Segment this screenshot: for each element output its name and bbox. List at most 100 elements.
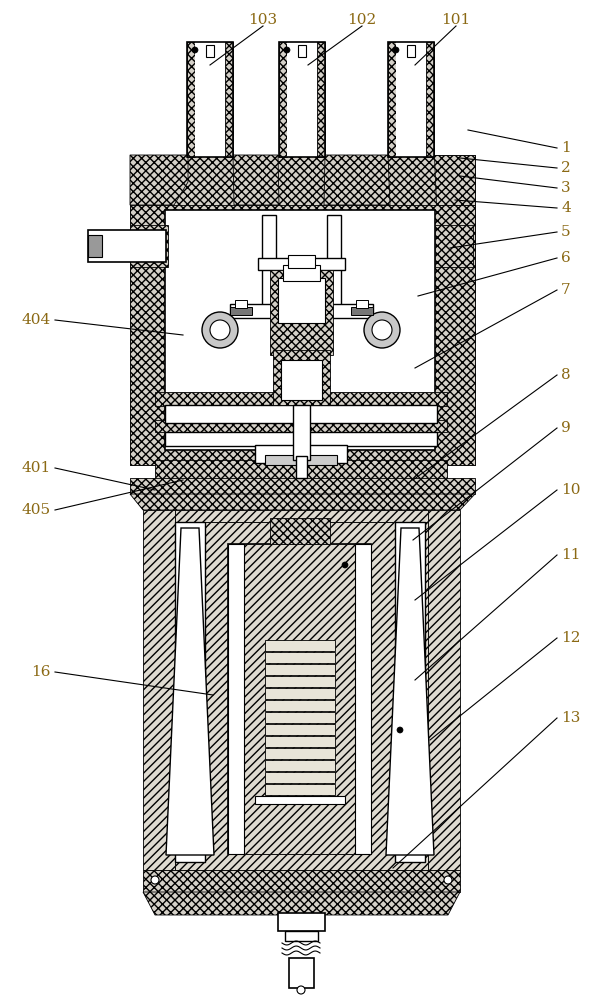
Bar: [187, 42, 233, 157]
Bar: [88, 230, 166, 262]
Bar: [351, 307, 373, 315]
Text: 101: 101: [442, 13, 471, 27]
Text: 4: 4: [561, 201, 571, 215]
Bar: [228, 544, 371, 854]
Circle shape: [342, 562, 348, 568]
Bar: [265, 760, 335, 771]
Bar: [165, 405, 437, 423]
Bar: [327, 215, 341, 305]
Text: 102: 102: [347, 13, 377, 27]
Bar: [279, 42, 287, 157]
Bar: [238, 544, 361, 854]
Text: 2: 2: [561, 161, 571, 175]
Text: 16: 16: [31, 665, 51, 679]
Bar: [230, 304, 373, 318]
Bar: [230, 307, 252, 315]
Bar: [278, 913, 325, 931]
Bar: [143, 510, 175, 870]
Bar: [155, 420, 447, 432]
Bar: [265, 640, 335, 651]
Bar: [175, 522, 428, 870]
Bar: [273, 350, 330, 405]
Circle shape: [397, 727, 403, 733]
Text: 9: 9: [561, 421, 571, 435]
Bar: [265, 748, 335, 759]
Text: 1: 1: [561, 141, 571, 155]
Text: 404: 404: [22, 313, 51, 327]
Polygon shape: [324, 155, 390, 205]
Bar: [265, 688, 335, 699]
Bar: [130, 225, 168, 267]
Bar: [265, 724, 335, 735]
Text: 5: 5: [561, 225, 571, 239]
Text: 6: 6: [561, 251, 571, 265]
Circle shape: [284, 47, 290, 53]
Text: 405: 405: [22, 503, 51, 517]
Bar: [407, 45, 415, 57]
Circle shape: [210, 320, 230, 340]
Bar: [225, 42, 233, 157]
Circle shape: [297, 986, 305, 994]
Text: 13: 13: [561, 711, 580, 725]
Bar: [265, 700, 335, 711]
Bar: [293, 405, 310, 460]
Bar: [175, 510, 428, 522]
Bar: [235, 300, 247, 308]
Polygon shape: [166, 528, 214, 855]
Text: 103: 103: [248, 13, 278, 27]
Bar: [270, 518, 330, 544]
Bar: [396, 42, 426, 157]
Circle shape: [393, 47, 399, 53]
Bar: [289, 958, 314, 988]
Bar: [175, 522, 428, 870]
Text: 3: 3: [561, 181, 571, 195]
Bar: [155, 460, 447, 480]
Circle shape: [444, 876, 452, 884]
Bar: [278, 278, 325, 323]
Text: 10: 10: [561, 483, 580, 497]
Bar: [265, 676, 335, 687]
Polygon shape: [233, 155, 279, 205]
Bar: [262, 215, 276, 305]
Bar: [255, 445, 347, 463]
Bar: [255, 796, 345, 804]
Bar: [426, 42, 434, 157]
Bar: [165, 432, 437, 446]
Bar: [265, 736, 335, 747]
Bar: [130, 155, 475, 465]
Text: 8: 8: [561, 368, 571, 382]
Bar: [296, 456, 307, 478]
Bar: [287, 42, 317, 157]
Polygon shape: [143, 892, 460, 915]
Bar: [270, 270, 333, 355]
Bar: [187, 42, 195, 157]
Bar: [435, 225, 473, 267]
Bar: [288, 255, 315, 268]
Bar: [258, 258, 345, 270]
Bar: [285, 931, 318, 941]
Bar: [228, 544, 244, 854]
Bar: [281, 360, 322, 400]
Circle shape: [372, 320, 392, 340]
Bar: [317, 42, 325, 157]
Text: 401: 401: [22, 461, 51, 475]
Bar: [265, 712, 335, 723]
Bar: [130, 205, 475, 465]
Bar: [388, 42, 434, 157]
Bar: [283, 265, 320, 281]
Bar: [195, 42, 225, 157]
Polygon shape: [386, 528, 434, 855]
Bar: [165, 210, 435, 450]
Polygon shape: [130, 155, 188, 205]
Bar: [155, 392, 447, 406]
Bar: [130, 478, 475, 494]
Bar: [388, 42, 396, 157]
Bar: [143, 870, 460, 892]
Bar: [355, 544, 371, 854]
Bar: [265, 784, 335, 795]
Bar: [298, 45, 306, 57]
Bar: [206, 45, 214, 57]
Polygon shape: [175, 522, 205, 862]
Circle shape: [202, 312, 238, 348]
Bar: [265, 652, 335, 663]
